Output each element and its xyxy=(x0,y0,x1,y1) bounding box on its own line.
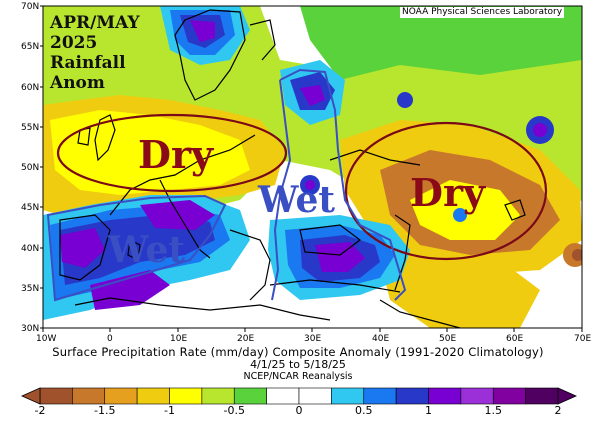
colorbar-tick-label: 0.5 xyxy=(355,404,373,417)
dry-left-ellipse xyxy=(56,113,288,193)
lon-label-40e: 40E xyxy=(372,334,389,344)
lon-label-10e: 10E xyxy=(170,334,187,344)
lon-label-20e: 20E xyxy=(237,334,254,344)
lon-label-0: 0 xyxy=(107,334,113,344)
wet-center-outline-left xyxy=(271,79,292,301)
colorbar-cell xyxy=(492,387,526,405)
lon-label-70e: 70E xyxy=(574,334,591,344)
title-line-2: 2025 xyxy=(50,33,98,53)
colorbar-tick-label: -1 xyxy=(164,404,175,417)
colorbar-cell xyxy=(395,387,429,405)
credit-label: NOAA Physical Sciences Laboratory xyxy=(400,7,565,18)
coastlines xyxy=(59,9,526,328)
colorbar-cell xyxy=(525,387,559,405)
lat-label-45n: 45N xyxy=(21,203,39,213)
title-line-1: APR/MAY xyxy=(50,13,140,33)
lat-label-40n: 40N xyxy=(21,244,39,254)
longitude-axis: 10W 0 10E 20E 30E 40E 50E 60E 70E xyxy=(36,328,591,344)
colorbar-tick-label: -2 xyxy=(35,404,46,417)
title-line-3: Rainfall xyxy=(50,53,126,73)
wet-center-label: Wet xyxy=(257,179,335,221)
colorbar-cell xyxy=(363,387,397,405)
annotation-shapes xyxy=(46,68,548,302)
dry-right-ellipse xyxy=(344,121,548,261)
colorbar-tick-label: 1 xyxy=(425,404,432,417)
wet-center-outline xyxy=(279,68,407,301)
colorbar-tick-label: 0 xyxy=(296,404,303,417)
latitude-axis: 70N 65N 60N 55N 50N 45N 40N 35N 30N xyxy=(21,2,43,334)
caption-line-2: 4/1/25 to 5/18/25 xyxy=(250,358,346,371)
wet-left-outline xyxy=(46,194,227,302)
lon-label-60e: 60E xyxy=(506,334,523,344)
lat-label-35n: 35N xyxy=(21,284,39,294)
lat-label-55n: 55N xyxy=(21,123,39,133)
lon-label-50e: 50E xyxy=(439,334,456,344)
colorbar-cell xyxy=(169,387,203,405)
colorbar-cell xyxy=(39,387,73,405)
lat-label-50n: 50N xyxy=(21,163,39,173)
colorbar-tick-label: 2 xyxy=(555,404,562,417)
colorbar-tick-label: 1.5 xyxy=(485,404,503,417)
colorbar-left-arrow xyxy=(21,387,41,405)
lat-label-30n: 30N xyxy=(21,324,39,334)
lat-label-60n: 60N xyxy=(21,83,39,93)
caption-line-3: NCEP/NCAR Reanalysis xyxy=(243,371,353,382)
dry-right-label: Dry xyxy=(410,170,486,215)
colorbar-cell xyxy=(104,387,138,405)
lat-label-70n: 70N xyxy=(21,2,39,12)
dry-left-label: Dry xyxy=(138,132,214,177)
colorbar-tick-label: -0.5 xyxy=(224,404,245,417)
colorbar-cell xyxy=(460,387,494,405)
lon-label-30e: 30E xyxy=(304,334,321,344)
colorbar-cell xyxy=(266,387,300,405)
colorbar-cell xyxy=(428,387,462,405)
colorbar-cell xyxy=(201,387,235,405)
caption-line-1: Surface Precipitation Rate (mm/day) Comp… xyxy=(52,345,544,359)
colorbar: -2 -1.5 -1 -0.5 0 0.5 1 1.5 2 xyxy=(21,387,577,417)
colorbar-cell xyxy=(331,387,365,405)
lat-label-65n: 65N xyxy=(21,42,39,52)
colorbar-cell xyxy=(72,387,106,405)
colorbar-cell xyxy=(136,387,170,405)
colorbar-right-arrow xyxy=(557,387,577,405)
colorbar-cell xyxy=(298,387,332,405)
wet-left-label: Wet xyxy=(107,229,185,271)
colorbar-cell xyxy=(233,387,267,405)
title-line-4: Anom xyxy=(50,73,105,93)
colorbar-tick-label: -1.5 xyxy=(94,404,115,417)
map-title: APR/MAY 2025 Rainfall Anom xyxy=(50,13,140,93)
lon-label-10w: 10W xyxy=(36,334,56,344)
